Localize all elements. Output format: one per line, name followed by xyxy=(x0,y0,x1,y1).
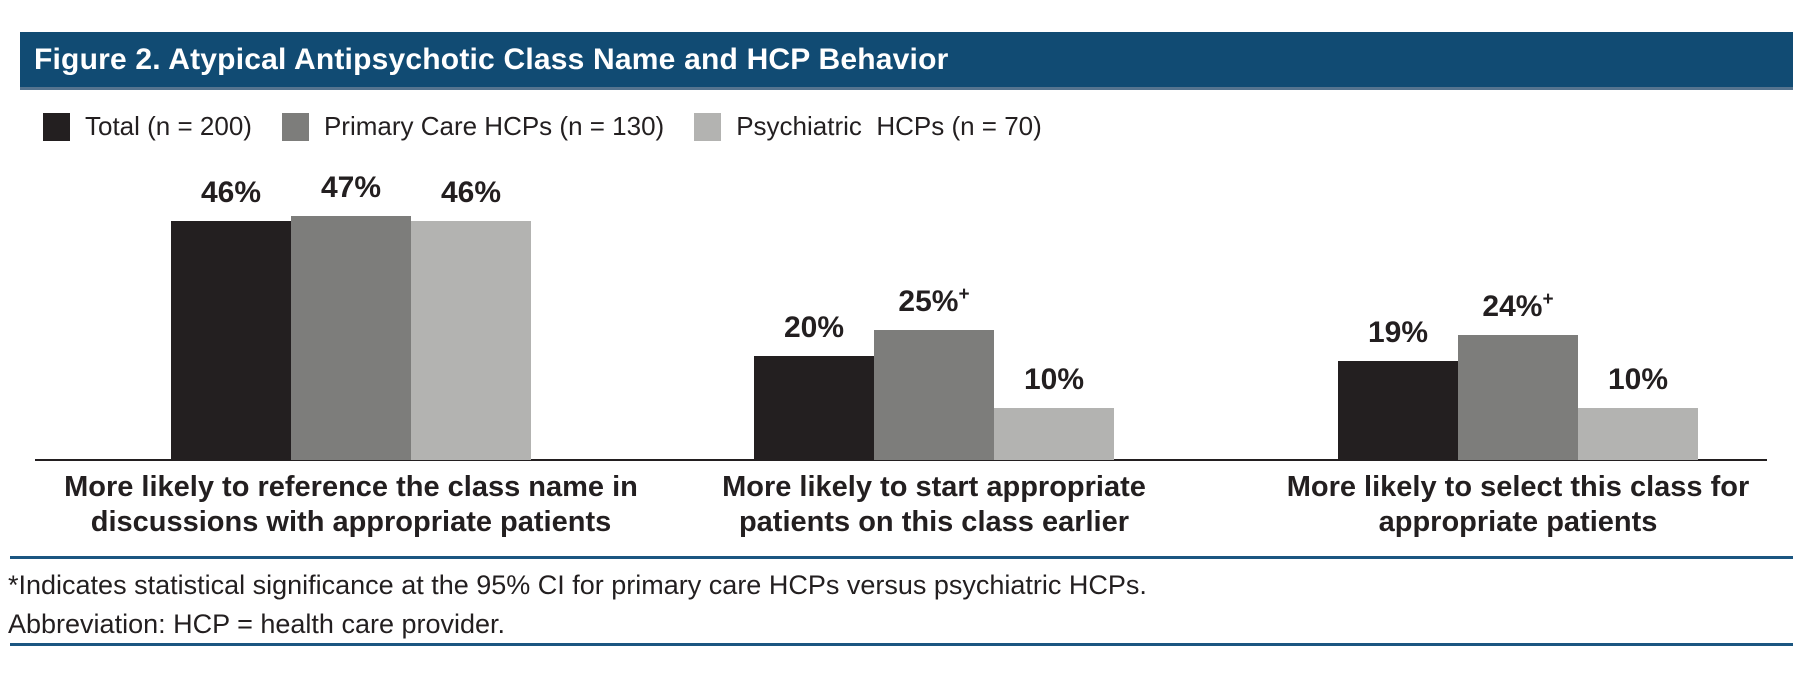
bar-value-label-group2-series1: 24%+ xyxy=(1482,289,1554,323)
category-label-1: More likely to start appropriate patient… xyxy=(722,471,1146,538)
legend-swatch-icon xyxy=(281,112,309,141)
bar-value-label-group2-series0: 19% xyxy=(1367,316,1429,349)
bar-value-label-group1-series1: 25%+ xyxy=(898,284,970,318)
legend-swatch-icon xyxy=(43,112,70,141)
bar-group0-series0 xyxy=(171,221,291,460)
footnote-significance: *Indicates statistical significance at t… xyxy=(8,570,1147,600)
bar-value-label-group2-series2: 10% xyxy=(1607,363,1669,396)
bar-value-label-group1-series2: 10% xyxy=(1023,363,1085,396)
legend-label: Total (n = 200) xyxy=(85,111,252,141)
bar-group0-series2 xyxy=(411,221,531,460)
bar-group2-series0 xyxy=(1338,361,1458,460)
significance-marker: + xyxy=(1542,289,1554,310)
legend-item-2: Psychiatric HCPs (n = 70) xyxy=(694,111,1042,142)
figure-title-bar: Figure 2. Atypical Antipsychotic Class N… xyxy=(20,32,1793,90)
bar-value-label-group1-series0: 20% xyxy=(783,311,845,344)
bar-group0-series1 xyxy=(291,216,411,460)
legend-swatch-icon xyxy=(694,112,722,141)
bar-group2-series2 xyxy=(1578,408,1698,460)
category-label-0: More likely to reference the class name … xyxy=(64,471,638,538)
footnote-abbreviation: Abbreviation: HCP = health care provider… xyxy=(8,609,506,639)
bar-group1-series2 xyxy=(994,408,1114,460)
legend-item-0: Total (n = 200) xyxy=(43,111,252,142)
category-label-2: More likely to select this class for app… xyxy=(1286,471,1750,538)
legend-item-1: Primary Care HCPs (n = 130) xyxy=(281,111,665,142)
bar-value-label-group0-series0: 46% xyxy=(200,176,262,209)
significance-marker: + xyxy=(958,284,970,305)
bar-group2-series1 xyxy=(1458,335,1578,460)
x-axis-line xyxy=(35,459,1767,461)
footnote-divider-bottom xyxy=(10,643,1793,646)
legend-label: Psychiatric HCPs (n = 70) xyxy=(736,111,1042,141)
chart-legend: Total (n = 200) Primary Care HCPs (n = 13… xyxy=(43,111,1042,142)
footnotes: *Indicates statistical significance at t… xyxy=(8,566,1147,644)
bar-group1-series0 xyxy=(754,356,874,460)
legend-label: Primary Care HCPs (n = 130) xyxy=(323,111,665,141)
bar-value-label-group0-series2: 46% xyxy=(440,176,502,209)
figure-title: Figure 2. Atypical Antipsychotic Class N… xyxy=(34,42,949,76)
bar-group1-series1 xyxy=(874,330,994,460)
footnote-divider-top xyxy=(10,556,1793,559)
bar-value-label-group0-series1: 47% xyxy=(320,171,382,204)
